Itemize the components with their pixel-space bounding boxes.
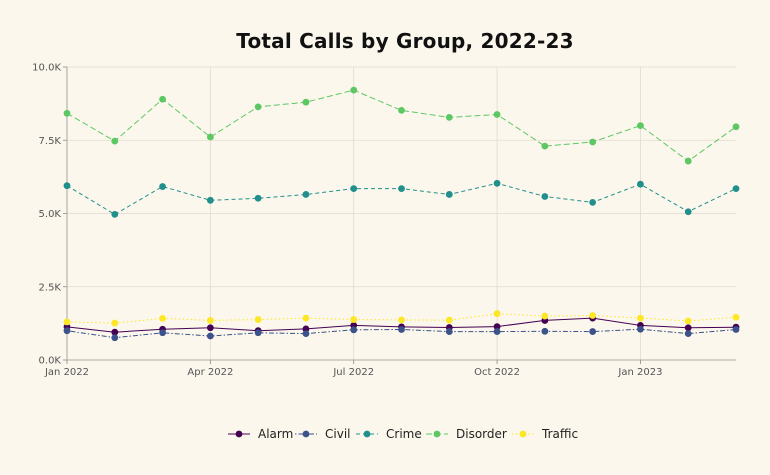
data-point-crime <box>398 185 405 192</box>
series-line-civil <box>66 328 737 339</box>
data-point-civil <box>63 327 71 335</box>
chart-title: Total Calls by Group, 2022-23 <box>236 29 574 53</box>
data-point-civil <box>541 327 549 335</box>
data-point-traffic <box>254 316 262 323</box>
data-point-crime <box>541 193 549 200</box>
data-point-traffic <box>541 312 549 320</box>
data-point-traffic <box>637 314 644 322</box>
data-point-civil <box>589 328 597 335</box>
y-tick-label: 0.0K <box>39 356 62 367</box>
data-point-disorder <box>159 95 166 103</box>
y-tick-label: 10.0K <box>32 63 61 74</box>
series-disorder <box>63 86 740 165</box>
y-tick-label: 2.5K <box>39 282 62 293</box>
data-point-traffic <box>111 319 119 327</box>
data-point-civil <box>684 330 692 338</box>
data-point-crime <box>302 191 310 198</box>
data-point-traffic <box>350 316 358 323</box>
data-point-disorder <box>637 122 644 129</box>
data-point-crime <box>159 183 166 190</box>
data-point-civil <box>206 332 214 340</box>
legend-label-crime: Crime <box>386 427 422 441</box>
data-point-alarm <box>684 324 692 332</box>
data-point-civil <box>637 325 644 333</box>
data-point-disorder <box>493 111 501 118</box>
data-point-civil <box>111 334 119 342</box>
y-tick-label: 5.0K <box>39 209 62 220</box>
data-point-crime <box>637 180 644 188</box>
data-point-civil <box>350 326 358 334</box>
legend-key-point <box>235 430 243 438</box>
data-point-disorder <box>541 142 549 150</box>
legend-key-point <box>433 430 441 438</box>
legend: Alarm Civil Crime Disorder Traffic <box>228 427 578 441</box>
data-point-crime <box>254 194 262 202</box>
data-point-traffic <box>732 313 740 321</box>
data-point-traffic <box>159 314 166 322</box>
data-point-disorder <box>398 106 405 114</box>
data-point-alarm <box>111 328 119 336</box>
x-tick-label: Apr 2022 <box>187 367 233 378</box>
data-point-crime <box>350 185 358 192</box>
data-point-traffic <box>206 317 214 324</box>
data-point-disorder <box>63 109 71 117</box>
x-tick-label: Jan 2022 <box>44 367 89 378</box>
data-point-civil <box>732 326 740 333</box>
series-line-disorder <box>66 89 737 162</box>
x-tick-label: Oct 2022 <box>474 367 520 378</box>
data-point-civil <box>493 328 501 335</box>
data-point-crime <box>111 210 119 218</box>
series-civil <box>63 325 740 342</box>
data-point-traffic <box>63 318 71 326</box>
data-point-crime <box>63 182 71 190</box>
data-point-alarm <box>493 323 501 330</box>
data-point-traffic <box>493 310 501 318</box>
legend-key-point <box>519 430 527 438</box>
y-tick-label: 7.5K <box>39 136 62 147</box>
x-tick-label: Jul 2022 <box>332 367 374 378</box>
legend-label-civil: Civil <box>325 427 350 441</box>
data-point-crime <box>589 198 597 206</box>
data-point-traffic <box>445 316 453 324</box>
data-point-disorder <box>732 123 740 131</box>
data-point-civil <box>302 330 310 338</box>
data-point-crime <box>493 179 501 187</box>
legend-key-point <box>363 430 371 438</box>
data-point-disorder <box>111 137 119 145</box>
legend-label-alarm: Alarm <box>258 427 293 441</box>
data-point-crime <box>684 208 692 216</box>
data-point-disorder <box>684 157 692 165</box>
legend-label-disorder: Disorder <box>456 427 507 441</box>
data-point-civil <box>445 328 453 335</box>
data-point-disorder <box>302 98 310 106</box>
data-point-civil <box>254 329 262 337</box>
legend-key-point <box>302 430 310 438</box>
data-point-disorder <box>445 113 453 121</box>
x-tick-label: Jan 2023 <box>617 367 662 378</box>
data-point-traffic <box>589 312 597 319</box>
data-point-disorder <box>254 103 262 111</box>
data-point-alarm <box>206 324 214 332</box>
data-point-crime <box>206 196 214 204</box>
legend-label-traffic: Traffic <box>541 427 578 441</box>
data-point-crime <box>445 191 453 198</box>
series-crime <box>63 179 740 218</box>
data-point-traffic <box>302 314 310 322</box>
data-point-crime <box>732 185 740 192</box>
data-point-alarm <box>302 325 310 333</box>
data-point-disorder <box>206 133 214 141</box>
data-point-civil <box>398 326 405 333</box>
data-point-traffic <box>684 317 692 325</box>
data-point-civil <box>159 329 166 337</box>
data-point-disorder <box>350 86 358 94</box>
data-point-disorder <box>589 138 597 146</box>
series-traffic <box>63 310 740 327</box>
data-point-traffic <box>398 316 405 324</box>
